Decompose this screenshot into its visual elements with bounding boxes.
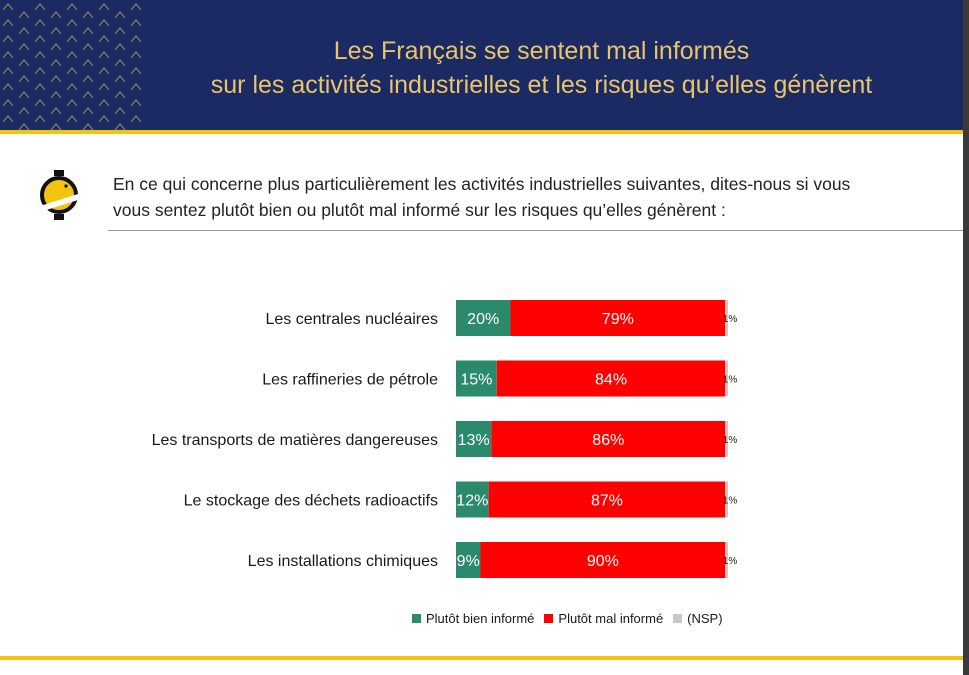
bar-segment-nsp	[725, 542, 728, 578]
legend-label: Plutôt mal informé	[558, 611, 664, 626]
bar-segment-mal	[510, 300, 726, 336]
legend-swatch	[673, 614, 683, 623]
stacked-bar-chart: Les centrales nucléaires 20% 79% 1% Les raff…	[152, 300, 738, 578]
bar-segment-mal	[496, 360, 726, 397]
survey-question: En ce qui concerne plus particulièrement…	[113, 171, 953, 223]
category-label: Les centrales nucléaires	[265, 311, 438, 328]
legend-item: Plutôt bien informé	[412, 611, 534, 626]
data-label: 86%	[592, 432, 624, 449]
data-label-nsp: 1%	[723, 496, 738, 507]
legend-swatch	[544, 614, 554, 623]
title-line-2: sur les activités industrielles et les r…	[210, 71, 873, 99]
page-title: Les Français se sentent mal informés sur…	[150, 34, 933, 102]
bar-segment-nsp	[725, 421, 728, 457]
data-label: 9%	[457, 553, 480, 570]
bar-segment-mal	[488, 481, 726, 518]
category-label: Les transports de matières dangereuses	[152, 432, 438, 449]
category-label: Les raffineries de pétrole	[262, 372, 438, 389]
data-label-nsp: 1%	[723, 556, 738, 567]
data-label-nsp: 1%	[723, 435, 738, 446]
bar-segment-mal	[491, 421, 726, 457]
category-label: Les installations chimiques	[248, 553, 438, 570]
bar-segment-bien	[456, 421, 492, 457]
question-divider	[108, 230, 963, 231]
title-line-1: Les Français se sentent mal informés	[333, 37, 750, 65]
data-label: 84%	[595, 372, 627, 389]
bar-segment-bien	[456, 300, 511, 336]
data-label: 87%	[591, 493, 623, 510]
header-accent-line	[0, 130, 963, 134]
legend-label: Plutôt bien informé	[426, 611, 535, 626]
logo-icon	[40, 170, 78, 220]
question-line-2: vous sentez plutôt bien ou plutôt mal in…	[113, 200, 726, 220]
data-label: 15%	[460, 372, 492, 389]
question-line-1: En ce qui concerne plus particulièrement…	[113, 174, 851, 194]
footer-accent-line	[0, 656, 963, 660]
data-label: 90%	[587, 553, 619, 570]
header-banner: Les Français se sentent mal informés sur…	[0, 0, 963, 130]
header-chevron-pattern	[2, 3, 142, 130]
legend-item: (NSP)	[673, 611, 723, 626]
bar-segment-mal	[480, 542, 726, 578]
bar-segment-nsp	[725, 481, 728, 518]
bar-segment-bien	[456, 360, 497, 397]
data-label-nsp: 1%	[723, 375, 738, 386]
data-label-nsp: 1%	[723, 314, 738, 325]
bar-segment-bien	[456, 481, 489, 518]
data-label: 79%	[602, 311, 634, 328]
bar-segment-nsp	[725, 360, 728, 397]
data-label: 13%	[458, 432, 490, 449]
chart-legend: Plutôt bien informé Plutôt mal informé (NS…	[412, 611, 733, 626]
legend-swatch	[412, 614, 421, 623]
data-label: 20%	[467, 311, 499, 328]
legend-item: Plutôt mal informé	[544, 611, 663, 626]
footer-area	[0, 660, 963, 675]
data-label: 12%	[456, 493, 488, 510]
bar-segment-nsp	[725, 300, 728, 336]
bar-segment-bien	[456, 542, 481, 578]
legend-label: (NSP)	[687, 611, 723, 626]
category-label: Le stockage des déchets radioactifs	[184, 493, 438, 510]
